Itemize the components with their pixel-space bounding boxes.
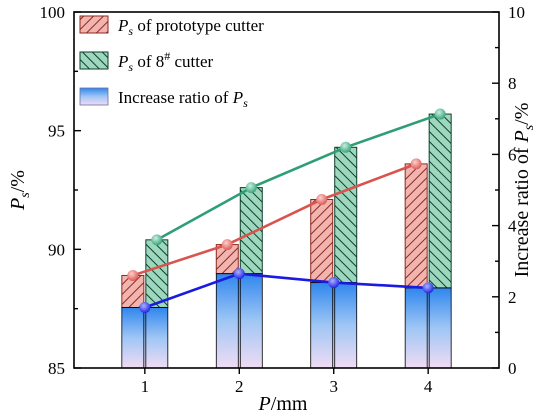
prototype-cutter-point	[316, 193, 328, 205]
eight-cutter-point	[151, 234, 163, 246]
x-tick-label: 4	[424, 377, 433, 396]
increase-ratio-point	[233, 268, 245, 280]
x-axis-label: P/mm	[258, 393, 308, 415]
x-tick-label: 1	[141, 377, 150, 396]
legend-label-increase-ratio: Increase ratio of Ps	[118, 88, 248, 110]
x-tick-label: 3	[329, 377, 338, 396]
y-tick-label: 85	[48, 359, 65, 378]
prototype-cutter-point	[410, 158, 422, 170]
increase-ratio-line	[144, 272, 429, 309]
bar-increase-ratio	[310, 282, 357, 368]
bar-8-cutter	[428, 113, 452, 289]
y2-tick-label: 6	[508, 145, 517, 164]
y2-tick-label: 10	[508, 3, 525, 22]
legend-swatch-8-cutter	[79, 51, 109, 70]
eight-cutter-point	[434, 108, 446, 120]
bar-prototype-cutter	[404, 163, 428, 289]
bar-8-cutter	[334, 146, 358, 284]
bar-increase-ratio	[216, 273, 263, 368]
eight-cutter-point	[245, 182, 257, 194]
legend-swatch-increase-ratio	[79, 87, 109, 106]
y2-tick-label: 4	[508, 217, 517, 236]
y2-tick-label: 8	[508, 74, 517, 93]
prototype-cutter-point	[127, 269, 139, 281]
prototype-cutter-line	[132, 162, 417, 277]
legend-swatch-prototype	[79, 15, 109, 34]
y-axis-label: Ps/%	[7, 170, 33, 211]
prototype-cutter-point	[221, 239, 233, 251]
bar-increase-ratio	[405, 287, 452, 368]
y2-tick-label: 2	[508, 288, 517, 307]
bars-layer	[121, 113, 452, 369]
increase-ratio-point	[422, 282, 434, 294]
bar-prototype-cutter	[310, 198, 334, 284]
legend: Ps of prototype cutter Ps of 8# cutter I…	[79, 15, 264, 110]
bar-8-cutter	[145, 239, 169, 308]
y-tick-label: 95	[48, 122, 65, 141]
increase-ratio-point	[328, 277, 340, 289]
increase-ratio-point	[139, 301, 151, 313]
bar-increase-ratio	[121, 307, 168, 368]
y2-axis-label: Increase ratio of Ps/%	[511, 103, 537, 278]
lines-layer	[127, 108, 446, 313]
y-tick-label: 100	[40, 3, 66, 22]
x-tick-label: 2	[235, 377, 244, 396]
y2-tick-label: 0	[508, 359, 517, 378]
y-tick-label: 90	[48, 240, 65, 259]
eight-cutter-point	[340, 141, 352, 153]
eight-cutter-line	[156, 112, 441, 241]
legend-label-8-cutter: Ps of 8# cutter	[117, 49, 214, 74]
legend-label-prototype: Ps of prototype cutter	[117, 16, 264, 38]
